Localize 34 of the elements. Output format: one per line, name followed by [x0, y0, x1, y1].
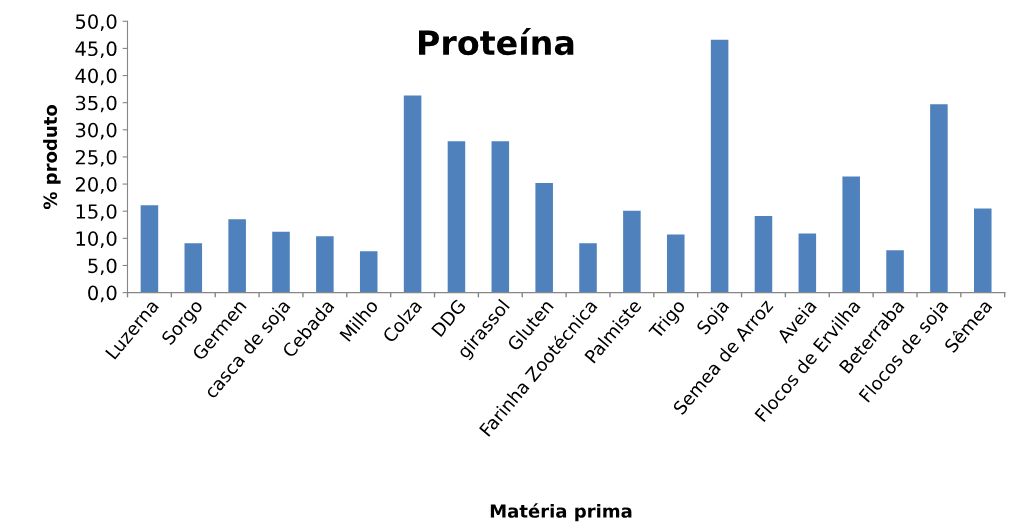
bar	[798, 233, 817, 293]
y-tick-label: 25,0	[75, 149, 117, 167]
y-tick-label: 5,0	[88, 258, 117, 276]
x-axis-title: Matéria prima	[490, 503, 632, 522]
y-tick-label: 40,0	[75, 68, 117, 86]
y-tick-label: 50,0	[75, 14, 117, 31]
bar	[535, 182, 553, 293]
bar	[579, 243, 597, 293]
bar	[710, 39, 729, 293]
bar	[316, 236, 334, 293]
bar	[359, 251, 378, 293]
bar	[447, 141, 466, 293]
y-tick-label: 15,0	[76, 204, 117, 221]
bar	[666, 234, 685, 293]
y-tick-label: 10,0	[76, 231, 117, 248]
bar	[140, 205, 159, 293]
y-tick-label: 20,0	[75, 177, 117, 194]
y-tick-label: 0,0	[88, 285, 117, 303]
bar	[930, 104, 948, 293]
bar	[491, 141, 510, 293]
bar	[623, 210, 641, 293]
bar	[272, 231, 290, 293]
bar	[228, 219, 246, 293]
bar	[754, 216, 773, 293]
chart-title: Proteína	[419, 28, 574, 56]
y-tick-label: 30,0	[75, 122, 117, 140]
bar	[184, 243, 203, 293]
bar	[886, 250, 904, 293]
y-tick-label: 35,0	[75, 95, 117, 113]
bar	[842, 176, 860, 293]
bar	[403, 95, 422, 293]
bar	[974, 208, 992, 293]
y-axis-title: % produto	[43, 105, 61, 210]
y-tick-label: 45,0	[75, 41, 117, 59]
